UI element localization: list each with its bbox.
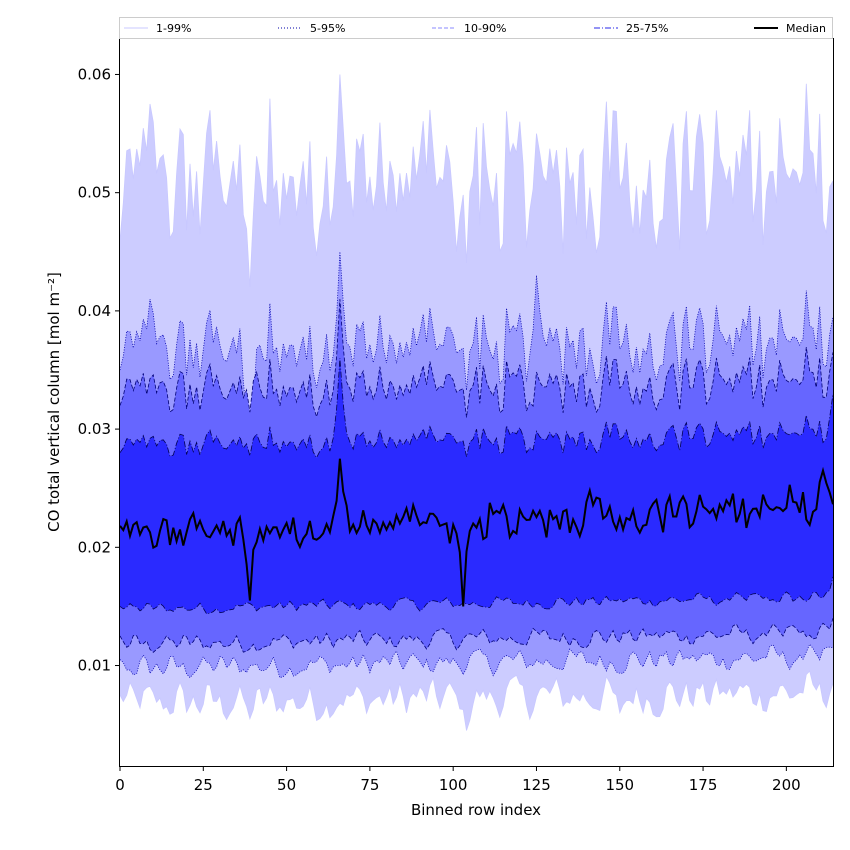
legend-label-25-75: 25-75% xyxy=(626,22,668,35)
band-upper-line-5-95% xyxy=(120,251,833,501)
x-tick-label-0: 0 xyxy=(115,776,125,794)
band-lower-line-25-75% xyxy=(120,576,833,615)
x-tick-label-175: 175 xyxy=(689,776,718,794)
x-axis-label: Binned row index xyxy=(411,801,541,819)
x-tick-label-75: 75 xyxy=(360,776,379,794)
legend-item-5-95: 5-95% xyxy=(278,22,345,35)
legend-item-median: Median xyxy=(754,22,826,35)
x-tick-label-125: 125 xyxy=(522,776,551,794)
x-tick-label-100: 100 xyxy=(439,776,468,794)
plot-area xyxy=(120,74,833,731)
band-upper-line-10-90% xyxy=(120,299,833,419)
x-tick-label-200: 200 xyxy=(772,776,801,794)
bands-layer xyxy=(120,74,833,731)
y-tick-label-4: 0.05 xyxy=(78,184,111,202)
x-tick-label-25: 25 xyxy=(194,776,213,794)
band-25-75% xyxy=(120,358,833,614)
legend-item-25-75: 25-75% xyxy=(594,22,668,35)
legend-label-10-90: 10-90% xyxy=(464,22,506,35)
band-lower-line-5-95% xyxy=(120,643,833,679)
legend-box xyxy=(119,17,833,39)
y-tick-label-1: 0.02 xyxy=(78,538,111,556)
y-axis: 0.01 0.02 0.03 0.04 0.05 0.06 xyxy=(78,65,120,675)
y-axis-label: CO total vertical column [mol m⁻²] xyxy=(45,272,63,532)
y-tick-label-3: 0.04 xyxy=(78,302,111,320)
y-tick-label-2: 0.03 xyxy=(78,420,111,438)
median-line xyxy=(120,458,833,607)
band-upper-line-25-75% xyxy=(120,358,833,459)
band-upper-line-1-99% xyxy=(120,74,833,288)
legend-label-5-95: 5-95% xyxy=(310,22,345,35)
legend-label-median: Median xyxy=(786,22,826,35)
legend-item-10-90: 10-90% xyxy=(432,22,506,35)
legend-item-1-99: 1-99% xyxy=(124,22,191,35)
x-axis: 0 25 50 75 100 125 150 175 200 xyxy=(115,766,801,794)
band-lower-line-10-90% xyxy=(120,618,833,653)
legend-label-1-99: 1-99% xyxy=(156,22,191,35)
legend: 1-99% 5-95% 10-90% 25-75% Median xyxy=(119,17,833,39)
y-tick-label-5: 0.06 xyxy=(78,65,111,83)
x-tick-label-50: 50 xyxy=(277,776,296,794)
x-tick-label-150: 150 xyxy=(605,776,634,794)
band-lower-line-1-99% xyxy=(120,670,833,731)
y-tick-label-0: 0.01 xyxy=(78,657,111,675)
